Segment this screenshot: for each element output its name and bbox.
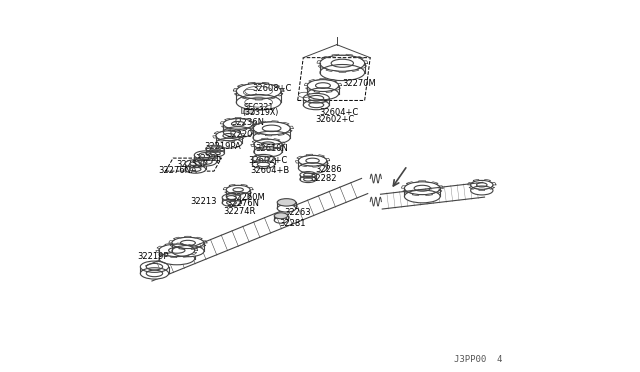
Text: 32602+C: 32602+C	[248, 156, 288, 165]
Ellipse shape	[236, 94, 281, 110]
Text: 32604+B: 32604+B	[250, 166, 289, 174]
Text: 32281: 32281	[279, 219, 305, 228]
Text: 32236N: 32236N	[232, 118, 264, 127]
Text: 32225: 32225	[195, 154, 221, 163]
Ellipse shape	[195, 158, 216, 166]
Ellipse shape	[300, 176, 316, 183]
Ellipse shape	[404, 190, 440, 203]
Text: 32253P: 32253P	[177, 160, 209, 169]
Ellipse shape	[470, 186, 493, 195]
Text: (32319X): (32319X)	[243, 108, 279, 117]
Text: 32276N: 32276N	[227, 199, 259, 208]
Text: 32219P: 32219P	[137, 252, 168, 261]
Text: SEC321: SEC321	[244, 103, 274, 112]
Ellipse shape	[253, 131, 291, 144]
Text: 32219PA: 32219PA	[204, 142, 241, 151]
Text: 32276NA: 32276NA	[158, 166, 197, 174]
Text: 32608+C: 32608+C	[252, 84, 292, 93]
Ellipse shape	[252, 160, 275, 169]
Text: 32220: 32220	[227, 130, 253, 139]
Text: 32260M: 32260M	[232, 193, 265, 202]
Ellipse shape	[227, 192, 250, 201]
Text: 32282: 32282	[310, 174, 337, 183]
Text: 32274R: 32274R	[223, 207, 255, 216]
Ellipse shape	[206, 150, 225, 157]
Ellipse shape	[140, 268, 168, 279]
Ellipse shape	[277, 199, 296, 206]
Text: 32604+C: 32604+C	[319, 108, 358, 117]
Ellipse shape	[320, 64, 365, 81]
Ellipse shape	[172, 246, 204, 257]
Text: 32270M: 32270M	[342, 79, 376, 88]
Ellipse shape	[159, 252, 195, 265]
Text: 32213: 32213	[190, 197, 216, 206]
Text: J3PP00  4: J3PP00 4	[454, 355, 502, 364]
Ellipse shape	[223, 127, 253, 137]
Ellipse shape	[307, 88, 339, 100]
Ellipse shape	[254, 147, 282, 157]
Ellipse shape	[222, 199, 241, 206]
FancyBboxPatch shape	[241, 105, 254, 113]
Ellipse shape	[277, 205, 296, 212]
Text: 32610N: 32610N	[255, 144, 288, 153]
Text: 32602+C: 32602+C	[316, 115, 355, 124]
Ellipse shape	[303, 100, 330, 110]
Ellipse shape	[275, 213, 287, 219]
Text: 32286: 32286	[316, 165, 342, 174]
Ellipse shape	[298, 163, 326, 173]
Ellipse shape	[216, 138, 242, 148]
Ellipse shape	[141, 269, 157, 278]
Ellipse shape	[185, 165, 206, 173]
Text: 32263: 32263	[285, 208, 311, 217]
